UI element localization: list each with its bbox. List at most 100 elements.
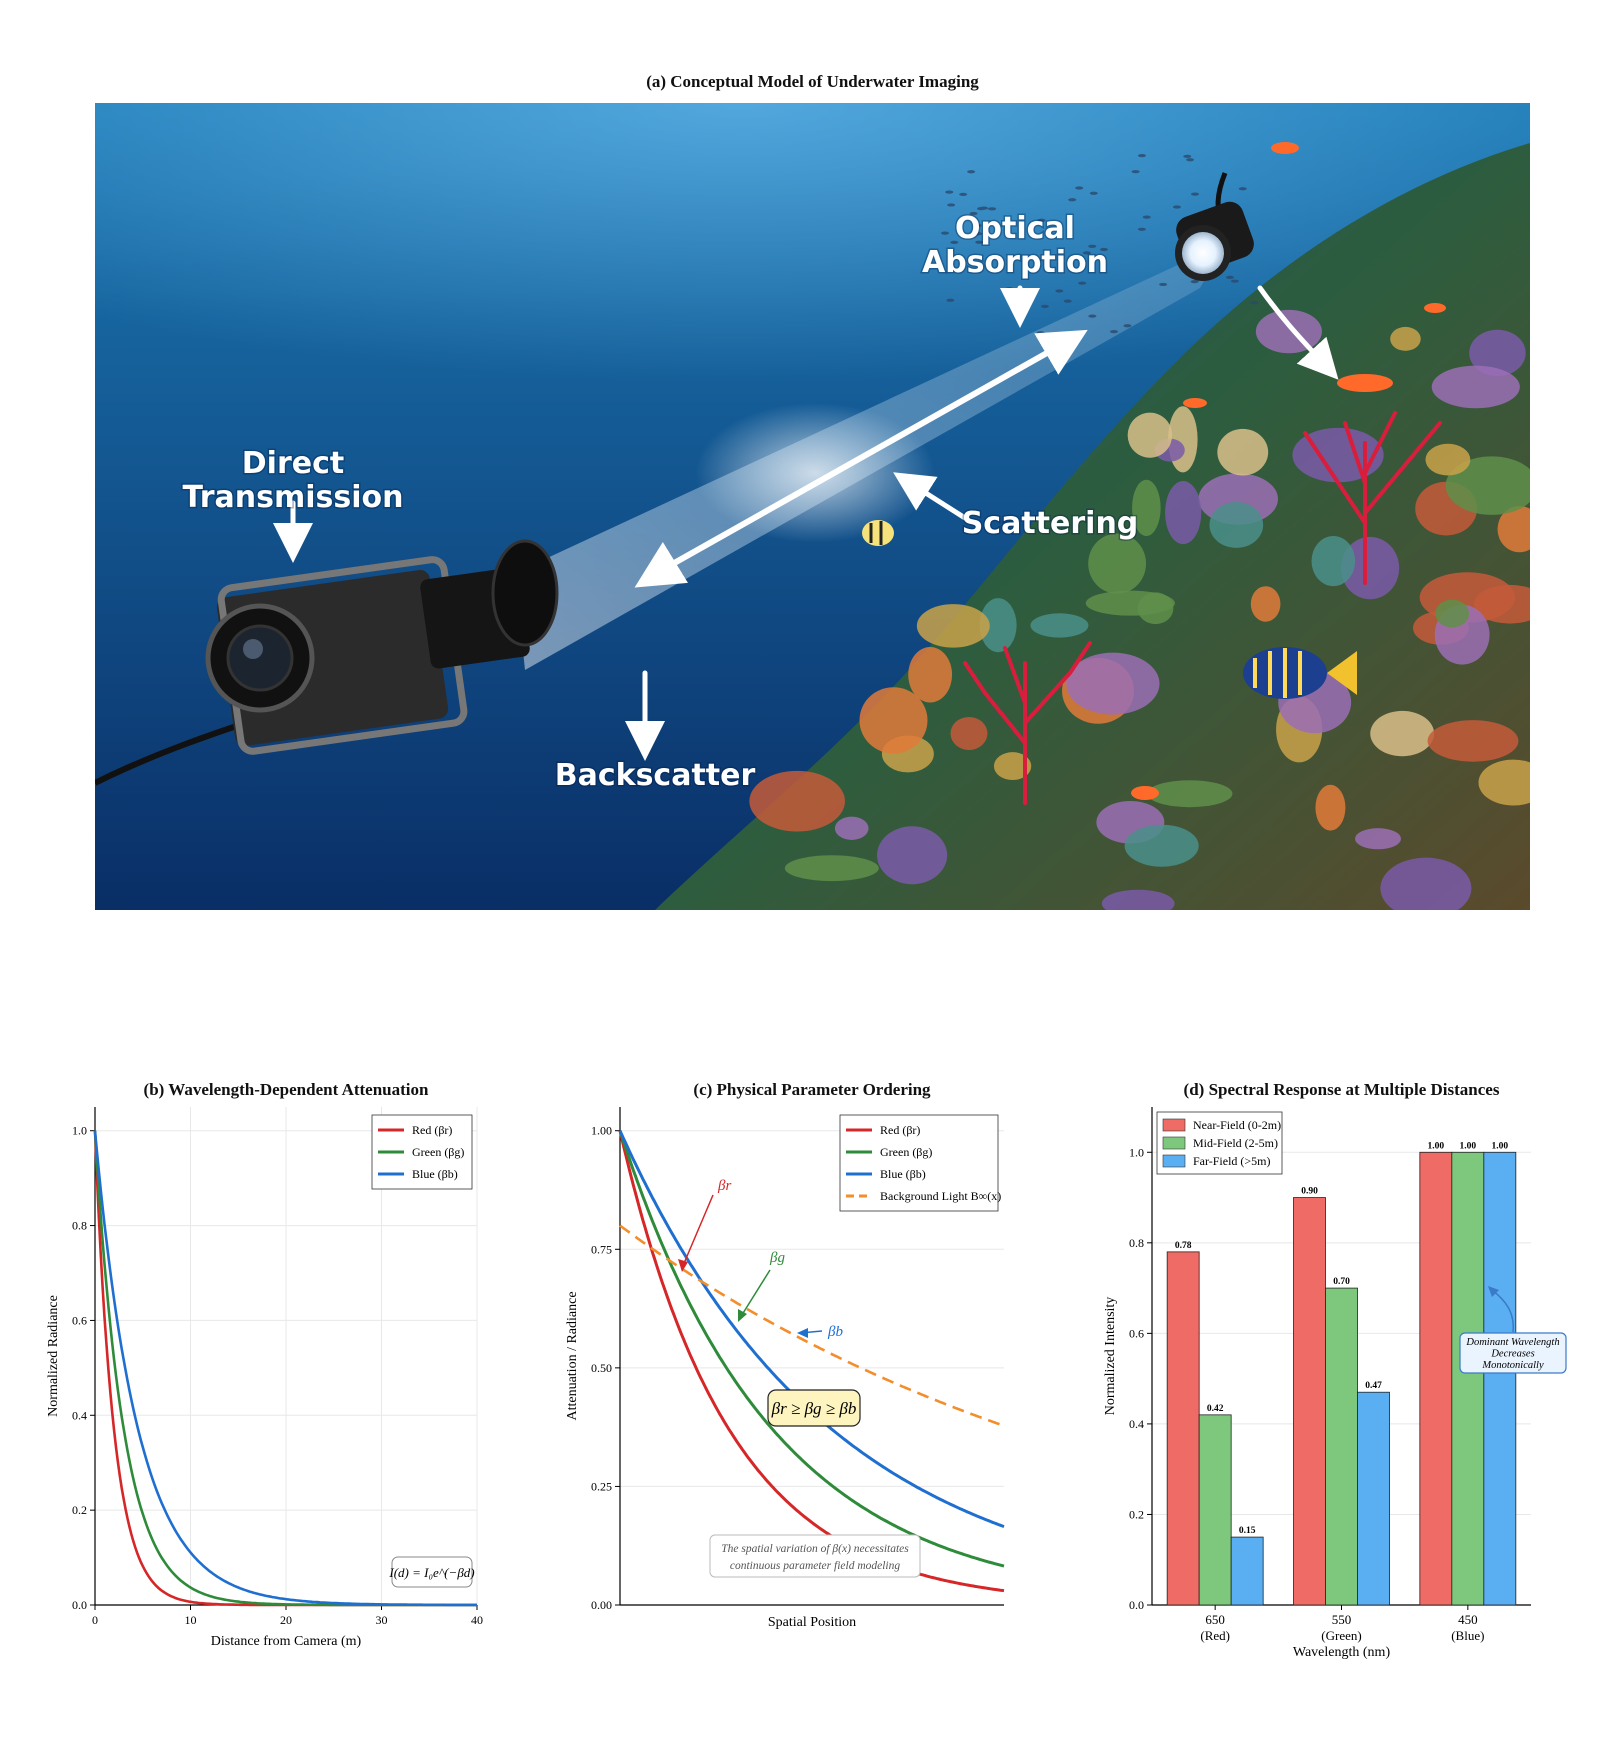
small-fish <box>977 207 986 211</box>
small-fish <box>1159 282 1168 287</box>
coral-blob <box>950 716 988 750</box>
small-fish <box>1088 244 1097 248</box>
x-axis-label: Distance from Camera (m) <box>211 1634 362 1649</box>
x-tick-sublabel: (Red) <box>1200 1628 1230 1643</box>
chart-d: 0.0 0.2 0.4 0.6 0.8 1.0 650(Red) 0.78 0.42 0.15 55… <box>1103 1107 1567 1660</box>
small-fish <box>1099 247 1108 252</box>
y-tick-label: 0.8 <box>72 1219 87 1233</box>
small-fish <box>1172 205 1181 209</box>
small-fish <box>1137 153 1146 158</box>
x-axis-label: Spatial Position <box>768 1615 856 1630</box>
camera-icon <box>95 539 559 786</box>
beta-b-arrowhead <box>797 1328 808 1338</box>
dominant-label: Decreases <box>1490 1349 1534 1360</box>
legend-swatch <box>1162 1136 1186 1150</box>
coral-blob <box>993 752 1032 781</box>
bar <box>1325 1287 1358 1606</box>
legend-label: Green (βg) <box>412 1145 464 1159</box>
bar <box>1483 1151 1517 1606</box>
bar <box>1198 1414 1232 1606</box>
x-axis-label: Wavelength (nm) <box>1293 1645 1391 1660</box>
x-tick-label: 450 <box>1458 1612 1478 1627</box>
y-tick-label: 0.2 <box>72 1503 87 1517</box>
series-line <box>93 1130 477 1607</box>
small-fish <box>1238 187 1247 191</box>
x-tick-label: 650 <box>1205 1612 1225 1627</box>
bar-value-label: 0.47 <box>1365 1381 1382 1391</box>
beta-r-arrow <box>681 1194 714 1269</box>
underwater-illustration: Direct Transmission Optical Absorption S… <box>95 103 1530 910</box>
x-tick-label: 550 <box>1332 1612 1352 1627</box>
tropical-fish <box>862 520 1357 699</box>
y-tick-label: 0.75 <box>591 1242 612 1256</box>
y-axis-label: Normalized Intensity <box>1103 1297 1118 1416</box>
bar <box>1451 1151 1485 1606</box>
small-fish <box>1191 192 1200 196</box>
y-tick-label: 0.25 <box>591 1479 612 1493</box>
coral-blob <box>1380 857 1472 910</box>
bar <box>1166 1251 1200 1606</box>
coral-blob <box>834 816 869 840</box>
small-fish <box>1078 281 1087 285</box>
coral-blob <box>1088 533 1147 594</box>
dominant-label: Monotonically <box>1481 1360 1544 1371</box>
legend-label: Red (βr) <box>412 1123 452 1137</box>
coral-blob <box>749 770 846 832</box>
beta-g-label: βg <box>769 1250 785 1266</box>
bar-value-label: 0.78 <box>1175 1241 1192 1251</box>
note-line-1: The spatial variation of β(x) necessitat… <box>721 1543 909 1555</box>
coral-blob <box>1390 326 1421 351</box>
coral-blob <box>1124 824 1199 867</box>
note-line-2: continuous parameter field modeling <box>730 1560 900 1572</box>
small-fish <box>1137 227 1146 231</box>
y-tick-label: 0.6 <box>1129 1326 1144 1340</box>
label-direct-line2: Transmission <box>183 480 404 515</box>
coral-blob <box>1132 479 1161 537</box>
coral-blob <box>1030 613 1089 638</box>
y-tick-label: 0.2 <box>1129 1507 1144 1521</box>
coral-blob <box>1250 586 1281 622</box>
dominant-arrowhead <box>1488 1286 1499 1297</box>
coral-blob <box>1431 365 1520 409</box>
small-fish <box>1055 289 1064 293</box>
y-tick-label: 0.4 <box>72 1408 87 1422</box>
y-tick-label: 0.00 <box>591 1598 612 1612</box>
legend-swatch <box>1162 1118 1186 1132</box>
x-tick-label: 20 <box>280 1613 292 1627</box>
legend-label: Background Light B∞(x) <box>880 1189 1001 1203</box>
small-fish <box>941 231 950 235</box>
beta-r-arrowhead <box>678 1259 688 1272</box>
small-fish <box>945 190 954 194</box>
small-fish <box>947 203 956 207</box>
coral-blob <box>859 687 928 754</box>
y-tick-label: 0.8 <box>1129 1236 1144 1250</box>
coral-blob <box>1217 428 1269 476</box>
dominant-box <box>1459 1332 1567 1374</box>
coral-blob <box>1127 412 1173 458</box>
small-fish <box>1088 314 1097 318</box>
small-fish <box>1226 275 1235 279</box>
legend-label: Far-Field (>5m) <box>1193 1154 1271 1168</box>
coral-blob <box>1147 780 1233 808</box>
y-tick-label: 0.0 <box>1129 1598 1144 1612</box>
y-axis-label: Normalized Radiance <box>46 1295 61 1417</box>
x-tick-label: 10 <box>185 1613 197 1627</box>
coral-blob <box>877 826 948 885</box>
x-tick-sublabel: (Blue) <box>1451 1628 1484 1643</box>
coral-blob <box>1340 536 1400 600</box>
legend-label: Red (βr) <box>880 1123 920 1137</box>
legend-label: Mid-Field (2-5m) <box>1193 1136 1278 1150</box>
y-axis-label: Attenuation / Radiance <box>565 1291 580 1420</box>
y-tick-label: 1.0 <box>1129 1145 1144 1159</box>
red-coral <box>963 411 1442 805</box>
coral-blob <box>1311 536 1356 587</box>
formula-box <box>391 1556 473 1588</box>
x-tick-sublabel: (Green) <box>1321 1628 1361 1643</box>
small-fish <box>1068 198 1077 202</box>
small-fish <box>1040 304 1049 308</box>
panel-a-title: (a) Conceptual Model of Underwater Imagi… <box>646 72 979 91</box>
coral-blob <box>1355 828 1402 850</box>
coral-blob <box>1445 456 1530 515</box>
coral-blob <box>1315 784 1346 831</box>
